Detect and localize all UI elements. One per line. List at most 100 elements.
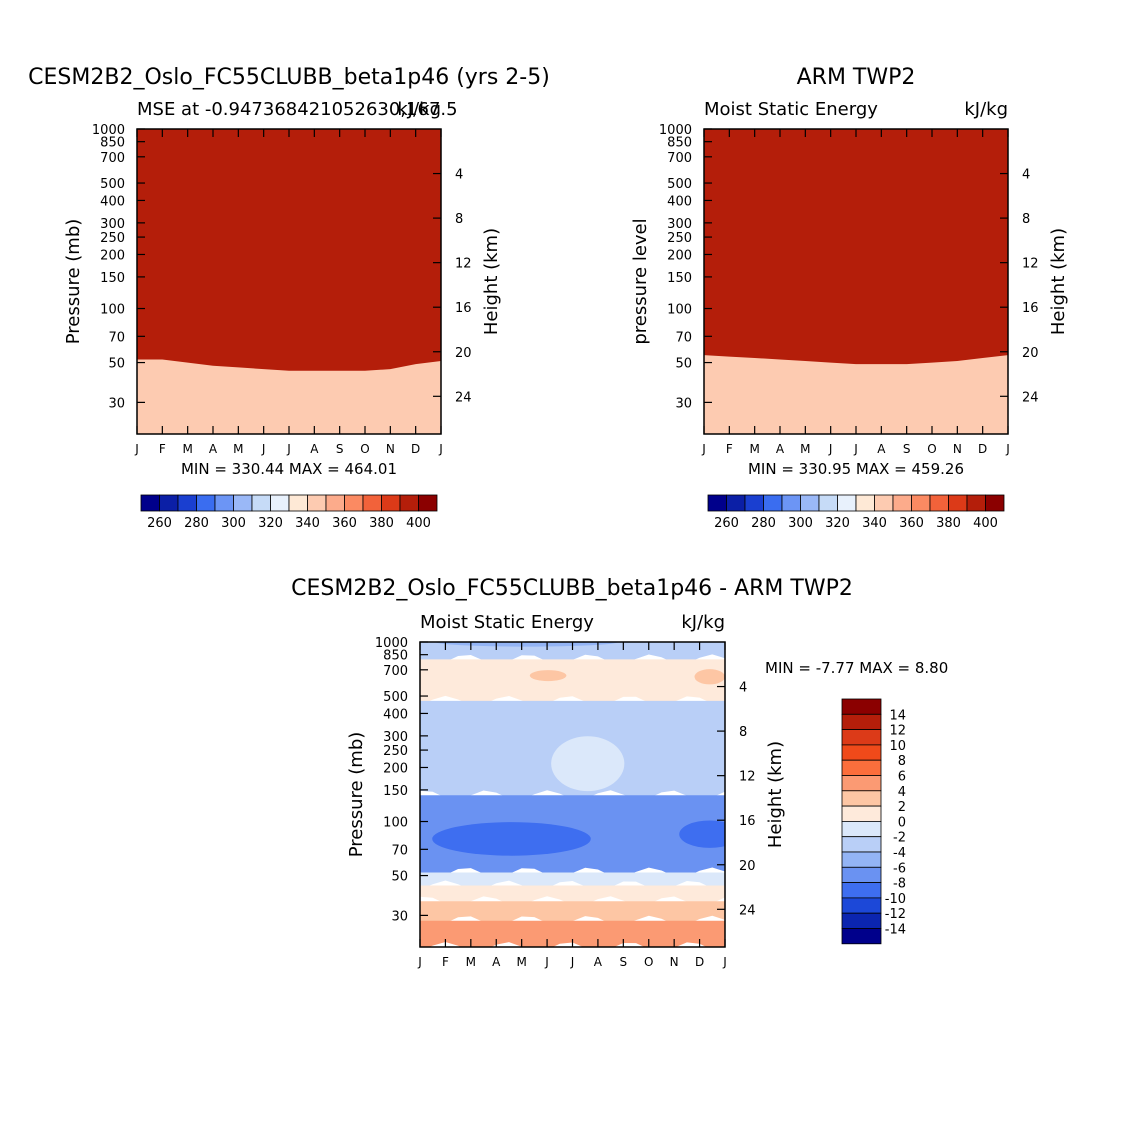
x-tick-label: O <box>360 442 369 456</box>
x-tick-label: M <box>233 442 243 456</box>
colorbar-label: -14 <box>885 923 906 938</box>
colorbar-label: 14 <box>889 708 906 723</box>
contour-band <box>420 885 725 907</box>
colorbar-swatch <box>841 866 882 883</box>
x-tick-label: J <box>570 955 575 969</box>
colorbar-label: 280 <box>184 516 209 531</box>
y-tick-label: 400 <box>667 194 692 209</box>
chart-subtitle-right: kJ/kg <box>397 99 441 120</box>
colorbar-swatch <box>418 494 438 512</box>
colorbar-swatch <box>744 494 764 512</box>
colorbar-swatch <box>841 713 882 730</box>
x-tick-label: J <box>438 442 443 456</box>
height-tick-label: 16 <box>739 814 756 829</box>
colorbar-label: 0 <box>898 815 906 830</box>
colorbar-label: 300 <box>221 516 246 531</box>
colorbar-swatch <box>985 494 1005 512</box>
chart-title: CESM2B2_Oslo_FC55CLUBB_beta1p46 - ARM TW… <box>291 576 853 601</box>
y-tick-label: 1000 <box>659 123 692 138</box>
colorbar-swatch <box>707 494 727 512</box>
colorbar-swatch <box>841 698 882 715</box>
y-tick-label: 100 <box>100 303 125 318</box>
y-tick-label: 250 <box>100 231 125 246</box>
colorbar-swatch <box>307 494 327 512</box>
colorbar-label: 360 <box>899 516 924 531</box>
x-tick-label: M <box>800 442 810 456</box>
colorbar-swatch <box>841 882 882 899</box>
diff-panel: CESM2B2_Oslo_FC55CLUBB_beta1p46 - ARM TW… <box>291 576 948 969</box>
height-tick-label: 20 <box>739 859 756 874</box>
x-tick-label: J <box>544 955 549 969</box>
y-tick-label: 50 <box>108 357 125 372</box>
y-tick-label: 300 <box>383 730 408 745</box>
colorbar-label: 10 <box>889 739 906 754</box>
x-tick-label: O <box>927 442 936 456</box>
height-tick-label: 4 <box>455 168 463 183</box>
x-tick-label: J <box>1005 442 1010 456</box>
colorbar-swatch <box>837 494 857 512</box>
height-tick-label: 8 <box>739 725 747 740</box>
height-tick-label: 12 <box>739 770 756 785</box>
chart-title: ARM TWP2 <box>797 65 916 90</box>
colorbar-swatch <box>892 494 912 512</box>
x-tick-label: J <box>722 955 727 969</box>
height-tick-label: 4 <box>739 681 747 696</box>
height-tick-label: 16 <box>455 301 472 316</box>
colorbar-label: 340 <box>295 516 320 531</box>
obs-panel: ARM TWP2 Moist Static Energy kJ/kg 30 50 70 10… <box>630 65 1069 531</box>
y-axis-label: Pressure (mb) <box>63 219 84 345</box>
y-tick-label: 300 <box>100 217 125 232</box>
y-axis-label: pressure level <box>630 218 651 344</box>
height-tick-label: 12 <box>1022 257 1039 272</box>
y-tick-label: 500 <box>383 690 408 705</box>
y-tick-label: 100 <box>383 816 408 831</box>
y-tick-label: 400 <box>383 707 408 722</box>
colorbar-swatch <box>288 494 308 512</box>
x-tick-label: J <box>701 442 706 456</box>
min-max-text: MIN = -7.77 MAX = 8.80 <box>765 659 948 677</box>
colorbar-label: 300 <box>788 516 813 531</box>
y-tick-label: 850 <box>667 136 692 151</box>
x-tick-label: J <box>286 442 291 456</box>
colorbar-swatch <box>948 494 968 512</box>
x-tick-label: D <box>978 442 987 456</box>
colorbar-swatch <box>841 821 882 838</box>
colorbar-swatch <box>763 494 783 512</box>
contour-pocket <box>694 669 725 685</box>
colorbar-swatch <box>214 494 234 512</box>
colorbar-swatch <box>966 494 986 512</box>
height-tick-label: 12 <box>455 257 472 272</box>
y-tick-label: 30 <box>675 396 692 411</box>
colorbar-swatch <box>140 494 160 512</box>
y-tick-label: 700 <box>667 151 692 166</box>
colorbar-swatch <box>177 494 197 512</box>
colorbar-swatch <box>818 494 838 512</box>
height-tick-label: 4 <box>1022 168 1030 183</box>
colorbar-swatch <box>800 494 820 512</box>
chart-subtitle-right: kJ/kg <box>964 99 1008 120</box>
colorbar-swatch <box>841 836 882 853</box>
colorbar-swatch <box>929 494 949 512</box>
colorbar-swatch <box>399 494 419 512</box>
colorbar-label: 380 <box>369 516 394 531</box>
chart-subtitle-right: kJ/kg <box>681 612 725 633</box>
y-tick-label: 850 <box>100 136 125 151</box>
height-tick-label: 24 <box>455 390 472 405</box>
min-max-text: MIN = 330.95 MAX = 459.26 <box>748 460 964 478</box>
colorbar-swatch <box>344 494 364 512</box>
x-tick-label: J <box>828 442 833 456</box>
contour-band <box>704 129 1008 365</box>
y-tick-label: 1000 <box>92 123 125 138</box>
y-tick-label: 300 <box>667 217 692 232</box>
colorbar-label: -10 <box>885 892 906 907</box>
y-tick-label: 200 <box>383 761 408 776</box>
y-tick-label: 30 <box>108 396 125 411</box>
x-tick-label: M <box>466 955 476 969</box>
contour-fills <box>420 642 725 947</box>
y-axis-label: Pressure (mb) <box>346 732 367 858</box>
colorbar-swatch <box>841 805 882 822</box>
x-tick-label: S <box>336 442 344 456</box>
x-tick-label: O <box>644 955 653 969</box>
colorbar-swatch <box>841 912 882 929</box>
